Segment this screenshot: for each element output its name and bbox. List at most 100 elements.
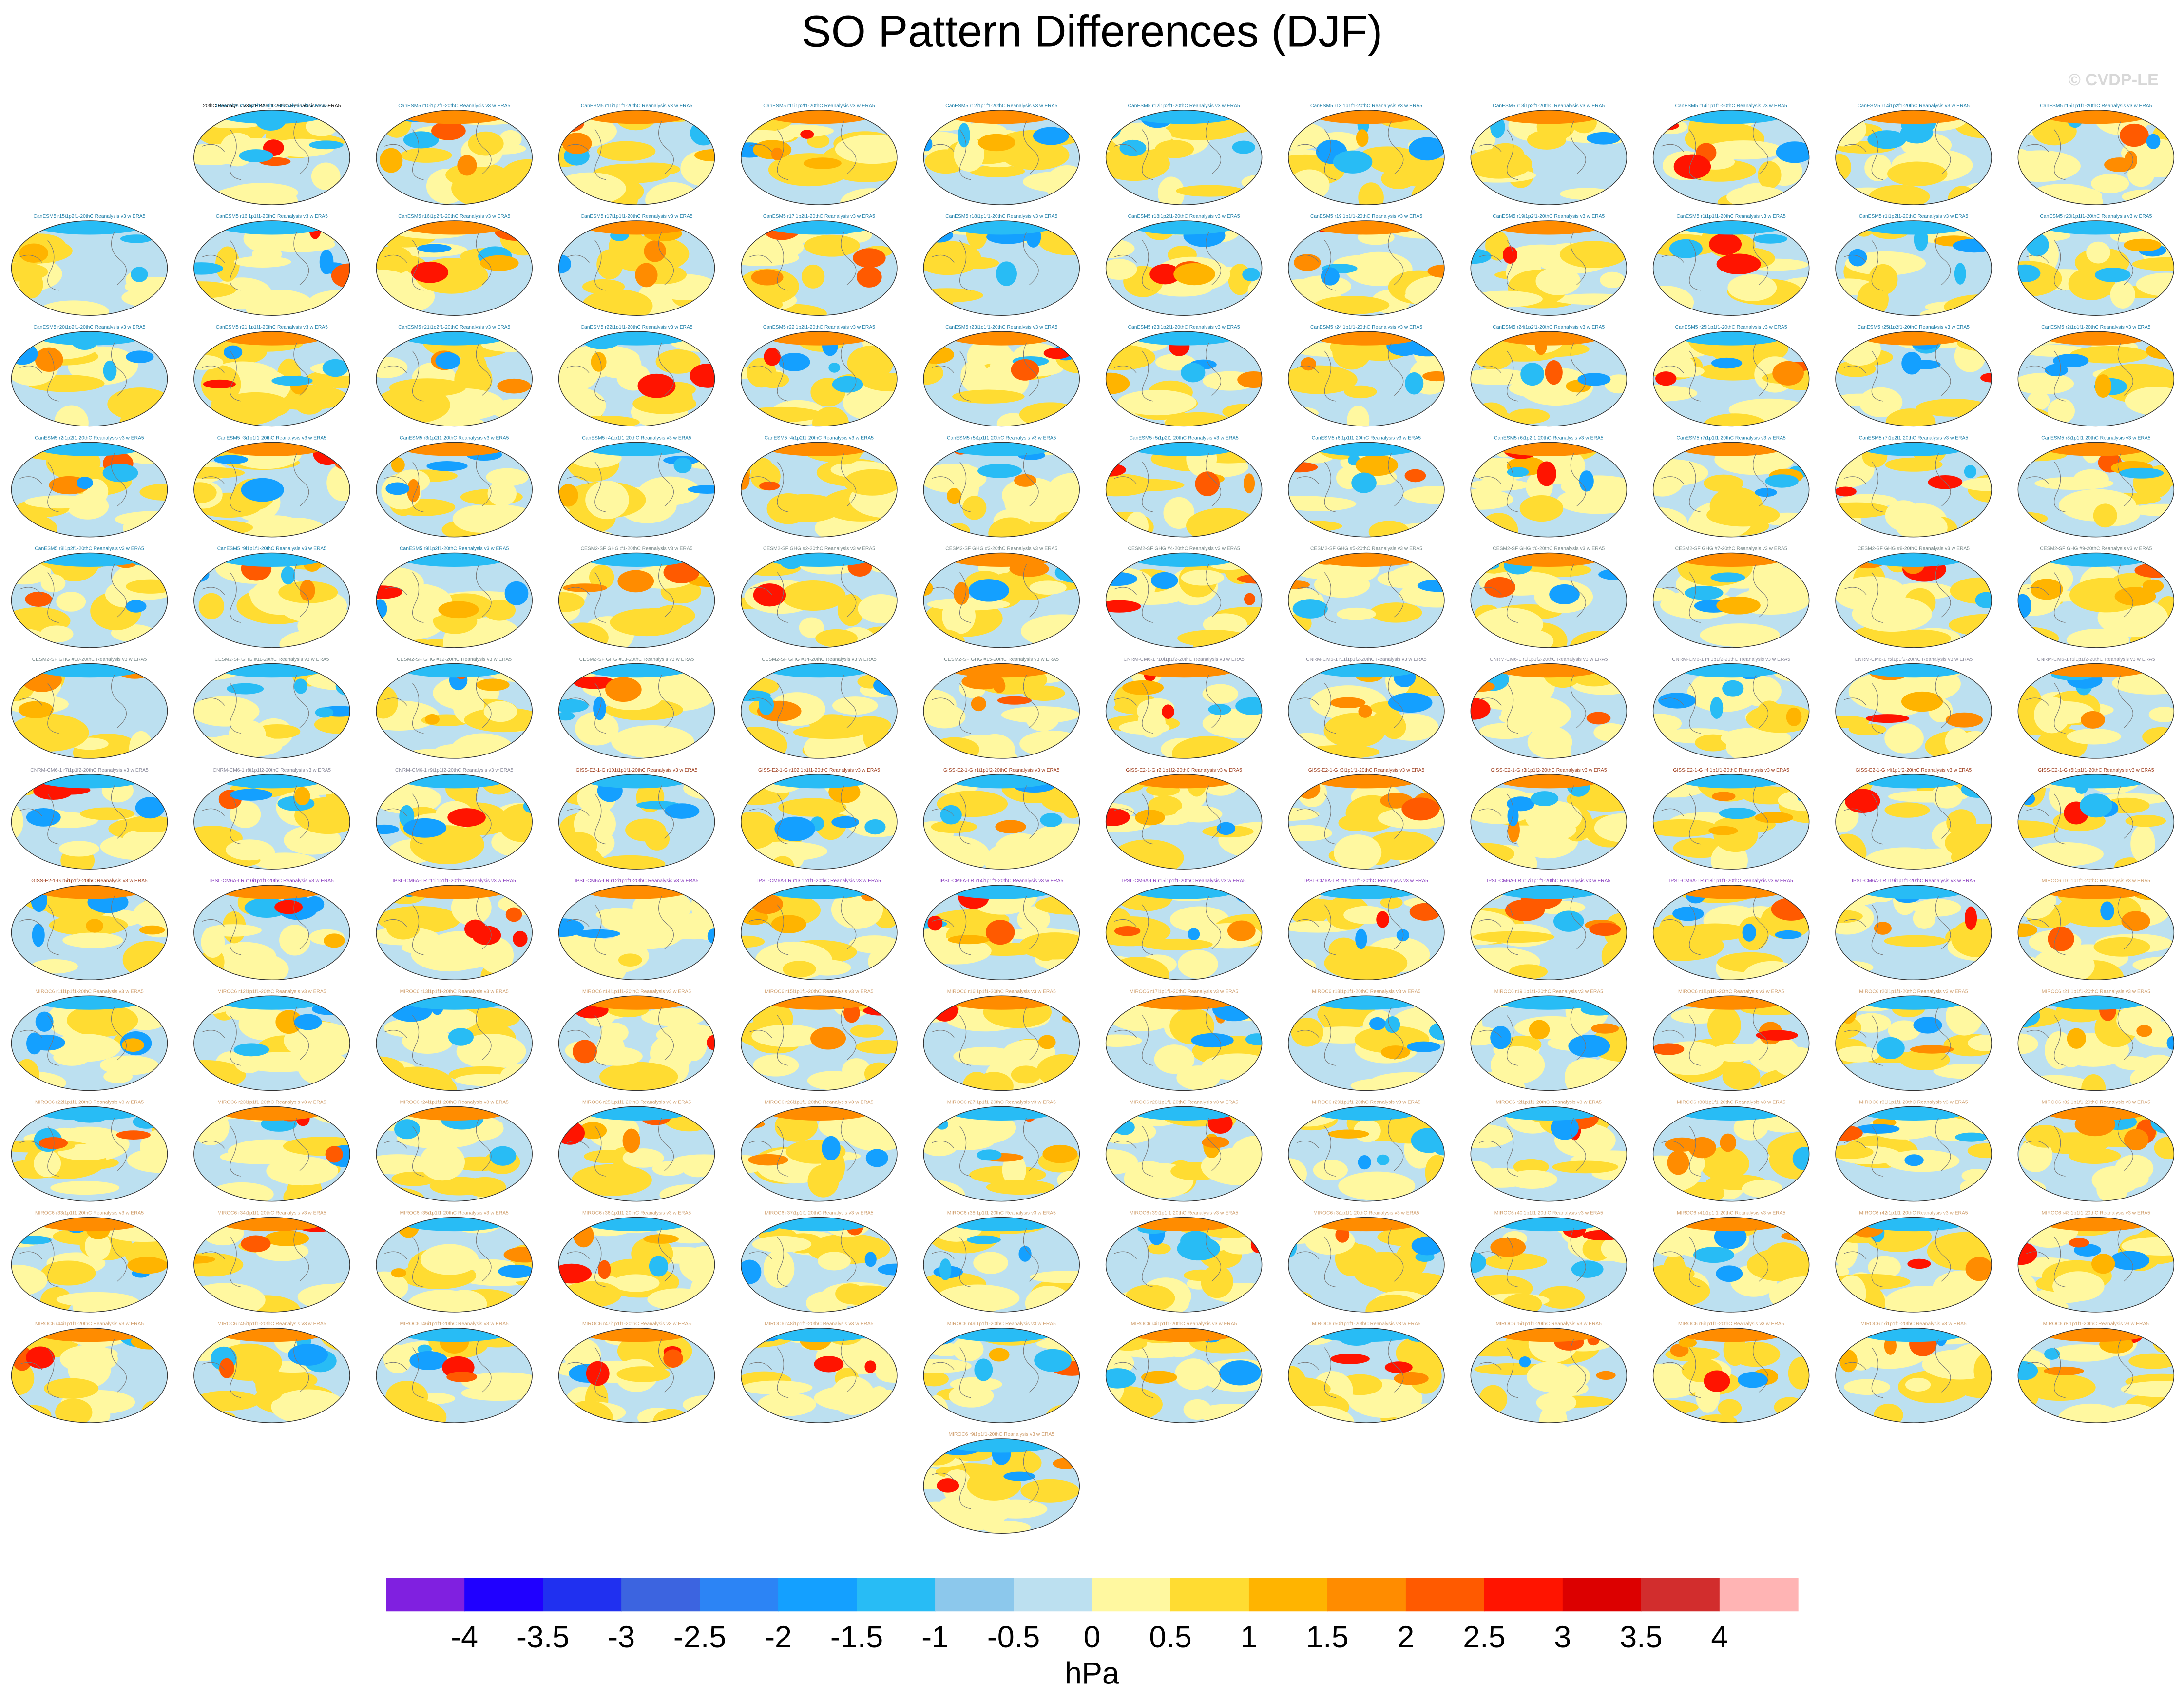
map-field — [193, 442, 350, 537]
panel-title: MIROC6 r31i1p1f1-20thC Reanalysis v3 w E… — [1859, 1100, 1968, 1105]
map-blob — [238, 515, 312, 537]
map-border — [1835, 331, 1992, 427]
map-panel — [1470, 331, 1628, 427]
panel-title: IPSL-CM6A-LR r11i1p1f1-20thC Reanalysis … — [393, 878, 516, 884]
map-blob — [1473, 931, 1555, 943]
colorbar-box — [1562, 1578, 1642, 1612]
map-blob — [1696, 1414, 1737, 1423]
map-panel — [1288, 774, 1445, 870]
map-border — [558, 885, 715, 981]
map-blob — [939, 1258, 952, 1281]
map-blob — [1226, 523, 1262, 537]
map-panel — [558, 220, 715, 316]
map-border — [11, 663, 168, 759]
panel-title: CNRM-CM6-1 r1i1p1f2-20thC Reanalysis v3 … — [1490, 657, 1608, 662]
map-blob — [498, 1264, 533, 1278]
panel-title: MIROC6 r1i1p1f1-20thC Reanalysis v3 w ER… — [1678, 989, 1784, 994]
map-border — [2017, 552, 2175, 648]
map-blob — [923, 629, 965, 648]
coastline — [749, 453, 857, 512]
map-blob — [2040, 1217, 2152, 1232]
map-field — [11, 663, 168, 758]
map-border — [1835, 774, 1992, 870]
map-blob — [1772, 1047, 1809, 1077]
map-field — [1471, 774, 1627, 870]
map-blob — [2081, 711, 2105, 729]
map-blob — [2093, 503, 2117, 528]
panel-title: MIROC6 r10i1p1f1-20thC Reanalysis v3 w E… — [2042, 878, 2150, 884]
map-blob — [1786, 707, 1802, 726]
panel-title: MIROC6 r2i1p1f1-20thC Reanalysis v3 w ER… — [1496, 1100, 1602, 1105]
map-blob — [1409, 137, 1444, 161]
panel-title: IPSL-CM6A-LR r17i1p1f1-20thC Reanalysis … — [1487, 878, 1610, 884]
map-blob — [1479, 1385, 1508, 1413]
map-field — [2018, 110, 2174, 205]
map-blob — [11, 714, 89, 752]
map-blob — [1111, 839, 1184, 870]
map-blob — [763, 885, 875, 899]
map-blob — [638, 608, 670, 632]
map-blob — [947, 935, 990, 945]
colorbar-tick-label: 3.5 — [1620, 1620, 1662, 1654]
panel-title: MIROC6 r42i1p1f1-20thC Reanalysis v3 w E… — [1859, 1211, 1968, 1216]
map-blob — [1409, 903, 1441, 921]
map-blob — [1867, 130, 1906, 149]
map-blob — [1858, 663, 1970, 678]
map-blob — [417, 244, 452, 253]
map-blob — [581, 996, 692, 1010]
map-blob — [558, 1263, 592, 1284]
map-blob — [1669, 239, 1703, 258]
map-blob — [486, 468, 529, 486]
map-blob — [2032, 947, 2095, 980]
map-blob — [1792, 1147, 1809, 1171]
coastline — [202, 121, 309, 180]
map-panel — [376, 1217, 533, 1313]
map-blob — [1405, 372, 1424, 395]
coastline — [1843, 453, 1951, 512]
map-blob — [1114, 926, 1141, 936]
panel-title: CanESM5 r6i1p1f1-20thC Reanalysis v3 w E… — [1312, 435, 1421, 441]
map-panel — [193, 663, 350, 759]
map-blob — [193, 281, 236, 299]
map-blob — [323, 1282, 350, 1307]
map-border — [1470, 220, 1628, 316]
map-blob — [1180, 1231, 1211, 1251]
map-blob — [1598, 568, 1627, 580]
map-blob — [76, 477, 93, 489]
map-field — [1471, 553, 1627, 648]
map-blob — [937, 1478, 959, 1493]
map-field — [1288, 663, 1444, 758]
map-blob — [945, 220, 1057, 235]
map-panel — [741, 995, 898, 1091]
map-blob — [143, 1003, 167, 1025]
map-blob — [1106, 781, 1143, 793]
colorbar-box — [1092, 1578, 1171, 1612]
map-blob — [1948, 614, 1992, 637]
map-field — [923, 331, 1080, 426]
map-border — [741, 1106, 898, 1202]
map-blob — [741, 842, 804, 870]
map-field — [741, 996, 897, 1091]
coastline — [19, 232, 127, 291]
panel-title: GISS-E2-1-G r1i1p1f2-20thC Reanalysis v3… — [943, 768, 1060, 773]
map-blob — [135, 797, 165, 819]
map-blob — [1549, 584, 1580, 605]
map-blob — [2040, 663, 2152, 678]
map-blob — [1310, 1106, 1422, 1121]
map-border — [1288, 885, 1445, 981]
map-field — [376, 220, 533, 316]
map-blob — [1195, 471, 1220, 496]
map-border — [1105, 774, 1263, 870]
map-panel — [1288, 220, 1445, 316]
panel-title: CanESM5 r18i1p2f1-20thC Reanalysis v3 w … — [1128, 214, 1240, 219]
panel-title: MIROC6 r7i1p1f1-20thC Reanalysis v3 w ER… — [1860, 1321, 1967, 1327]
map-blob — [923, 704, 966, 729]
map-blob — [34, 663, 145, 678]
map-panel — [1288, 552, 1445, 648]
map-blob — [800, 130, 814, 139]
map-border — [1835, 1217, 1992, 1313]
map-field — [558, 220, 715, 316]
map-blob — [2081, 1074, 2106, 1091]
map-blob — [1675, 885, 1787, 899]
coastline — [202, 453, 309, 512]
